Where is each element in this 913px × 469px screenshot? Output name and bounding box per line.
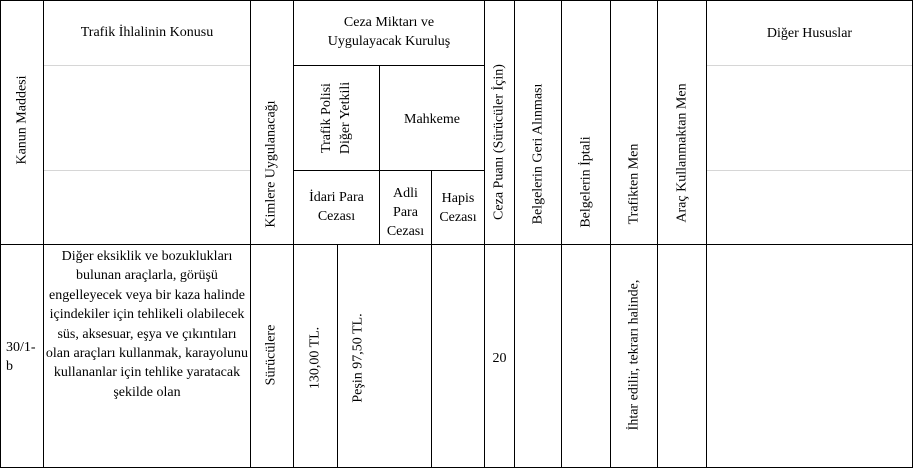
header-mahkeme: Mahkeme (404, 112, 460, 127)
faint-line (44, 170, 250, 171)
header-adli-line3: Cezası (386, 224, 425, 239)
cell-puan: 20 (492, 351, 507, 366)
header-idari: İdari Para Cezası (294, 188, 379, 226)
header-ihlal-konusu: Trafik İhlalinin Konusu (80, 25, 214, 40)
table-border-top (0, 0, 913, 1)
row-line (293, 65, 485, 66)
header-diger-hususlar: Diğer Hususlar (766, 26, 853, 41)
col-line (657, 0, 658, 468)
col-line (431, 170, 432, 468)
header-ceza-puani: Ceza Puanı (Sürücüler İçin) (491, 64, 507, 220)
header-kanun-maddesi: Kanun Maddesi (14, 75, 30, 165)
col-line (561, 0, 562, 468)
header-hapis-line1: Hapis (441, 191, 475, 206)
header-arac-men: Araç Kullanmaktan Men (674, 83, 690, 223)
header-adli-line1: Adli (393, 186, 418, 201)
header-trafikten-men: Trafikten Men (626, 143, 642, 225)
col-line (250, 0, 251, 468)
header-belge-iptal: Belgelerin İptali (578, 136, 594, 228)
col-line (337, 244, 338, 468)
table-border-bottom (0, 467, 913, 468)
header-adli: Adli Para Cezası (380, 184, 431, 241)
cell-trafikten-men: İhtar edilir, tekrarı halinde, (626, 279, 642, 431)
header-belge-geri: Belgelerin Geri Alınması (530, 83, 546, 225)
table-border-left (0, 0, 1, 468)
header-adli-line2: Para (393, 205, 418, 220)
header-kimlere: Kimlere Uygulanacağı (263, 100, 279, 228)
header-ceza-miktari: Ceza Miktarı ve Uygulayacak Kuruluş (294, 13, 484, 51)
row-line (293, 170, 485, 171)
col-line (293, 0, 294, 468)
cell-madde-line2: b (6, 359, 13, 374)
faint-line (706, 65, 913, 66)
col-line (379, 65, 380, 245)
cell-madde: 30/1- b (1, 338, 48, 376)
header-hapis-line2: Cezası (439, 210, 477, 225)
header-idari-line1: İdari Para (309, 190, 364, 205)
header-idari-line2: Cezası (317, 209, 356, 224)
header-trafik-polisi-line1: Trafik Polisi (319, 83, 334, 153)
header-ceza-line2: Uygulayacak Kuruluş (327, 34, 451, 49)
header-hapis: Hapis Cezası (432, 189, 484, 227)
cell-kimlere: Sürücülere (263, 324, 279, 386)
faint-line (706, 170, 913, 171)
cell-idari-ceza: 130,00 TL. (307, 326, 323, 390)
header-trafik-polisi: Trafik Polisi Diğer Yetkili (317, 82, 355, 154)
col-line (706, 0, 707, 468)
header-separator (0, 244, 913, 245)
cell-konu: Diğer eksiklik ve bozuklukları bulunan a… (45, 249, 249, 400)
col-line (43, 0, 44, 468)
faint-line (44, 65, 250, 66)
header-trafik-polisi-line2: Diğer Yetkili (338, 81, 353, 155)
cell-pesin: Peşin 97,50 TL. (350, 313, 366, 403)
col-line (484, 0, 485, 468)
cell-madde-line1: 30/1- (6, 340, 36, 355)
col-line (514, 0, 515, 468)
header-ceza-line1: Ceza Miktarı ve (343, 15, 435, 30)
col-line (610, 0, 611, 468)
